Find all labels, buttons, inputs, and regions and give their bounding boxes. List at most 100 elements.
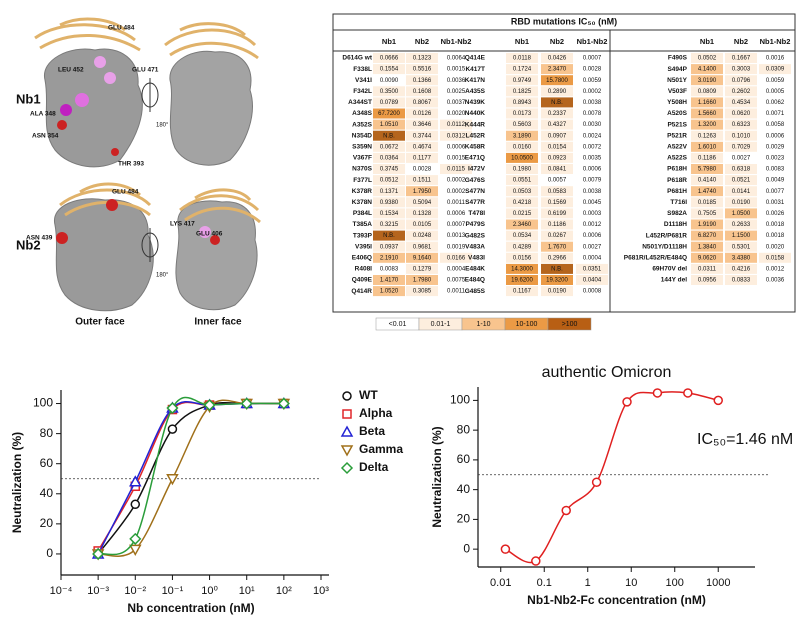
- cell-bg: [576, 241, 608, 252]
- structure-art: [34, 17, 261, 312]
- cell-value: 2.3460: [513, 222, 532, 228]
- cell-value: 0.0166: [447, 255, 466, 261]
- cell-value: 0.0502: [698, 56, 717, 62]
- cell-value: 0.4289: [513, 244, 532, 250]
- cell-value: 0.0013: [447, 233, 466, 239]
- row-label: Q409E: [352, 277, 373, 284]
- cell-bg: [440, 230, 472, 241]
- cell-bg: [506, 263, 538, 274]
- cell-bg: [406, 263, 438, 274]
- cell-bg: [691, 119, 723, 130]
- row-label: P521R: [667, 132, 687, 139]
- cell-value: 0.0672: [380, 144, 399, 150]
- row-label: A352S: [352, 121, 373, 128]
- cell-value: 0.0126: [413, 111, 432, 117]
- cell-value: 3.4380: [732, 255, 751, 261]
- cell-bg: [541, 230, 573, 241]
- cell-value: 1.4740: [698, 189, 717, 195]
- cell-value: 0.1177: [413, 155, 432, 161]
- cell-bg: [759, 219, 791, 230]
- cell-bg: [406, 275, 438, 285]
- cell-bg: [691, 186, 723, 197]
- cell-value: 0.4140: [698, 178, 717, 184]
- row-label: A520S: [667, 110, 688, 117]
- cell-value: 0.7029: [732, 144, 751, 150]
- cell-value: 0.4216: [732, 266, 751, 272]
- row-label: K378R: [352, 188, 373, 195]
- cell-value: 0.0105: [413, 222, 432, 228]
- cell-value: 19.6200: [511, 278, 533, 284]
- cell-bg: [373, 186, 405, 197]
- cell-value: 0.0512: [380, 178, 399, 184]
- cell-bg: [541, 208, 573, 219]
- cell-value: 0.1323: [413, 56, 432, 62]
- cell-value: 0.2602: [732, 89, 751, 95]
- column-header: Nb1-Nb2: [577, 37, 608, 46]
- cell-bg: [576, 164, 608, 174]
- fit-curve: [505, 391, 719, 564]
- cell-value: 67.7200: [378, 111, 400, 117]
- row-label: A348S: [352, 110, 373, 117]
- cell-value: 0.0027: [732, 155, 751, 161]
- row-label: G485S: [465, 288, 486, 295]
- cell-bg: [576, 141, 608, 152]
- row-label: V483I: [468, 255, 485, 262]
- row-label: L452R/P681R: [646, 232, 687, 239]
- cell-bg: [373, 230, 405, 241]
- column-header: Nb1-Nb2: [441, 37, 472, 46]
- cell-bg: [576, 130, 608, 141]
- cell-bg: [691, 219, 723, 230]
- row-label: V503F: [668, 88, 687, 95]
- cell-bg: [541, 53, 573, 63]
- column-header: Nb1-Nb2: [760, 37, 791, 46]
- cell-bg: [576, 175, 608, 186]
- cell-bg: [576, 219, 608, 230]
- data-point: [622, 397, 632, 407]
- cell-value: 0.5603: [513, 122, 532, 128]
- cell-bg: [406, 175, 438, 186]
- cell-bg: [440, 152, 472, 163]
- cell-bg: [440, 64, 472, 75]
- cell-bg: [576, 286, 608, 297]
- y-axis-label: Neutralization (%): [430, 426, 444, 527]
- row-label: K417N: [465, 77, 486, 84]
- cell-bg: [576, 64, 608, 75]
- cell-bg: [506, 130, 538, 141]
- cell-value: 0.0551: [513, 178, 532, 184]
- cell-bg: [373, 152, 405, 163]
- cell-bg: [759, 97, 791, 108]
- cell-value: 0.0006: [583, 167, 602, 173]
- row-label: V367F: [353, 155, 372, 162]
- fit-curve: [97, 400, 284, 555]
- legend-label: Gamma: [359, 442, 403, 456]
- cell-bg: [406, 241, 438, 252]
- cell-value: 0.0312: [447, 133, 466, 139]
- cell-bg: [541, 141, 573, 152]
- cell-value: 0.0037: [447, 100, 466, 106]
- cell-value: 0.0002: [447, 178, 466, 184]
- cell-value: 0.1279: [413, 266, 432, 272]
- cell-bg: [506, 152, 538, 163]
- cell-bg: [725, 186, 757, 197]
- x-tick-label: 100: [666, 577, 684, 589]
- x-tick-label: 10⁻⁴: [50, 585, 73, 597]
- cell-bg: [759, 64, 791, 75]
- data-point: [167, 424, 178, 434]
- residue-label: ALA 348: [30, 111, 56, 118]
- cell-bg: [440, 175, 472, 186]
- row-label: F377L: [353, 177, 372, 184]
- cell-bg: [576, 230, 608, 241]
- cell-value: 0.4674: [413, 144, 432, 150]
- cell-value: 0.0426: [548, 56, 567, 62]
- cell-bg: [506, 97, 538, 108]
- cell-bg: [373, 241, 405, 252]
- fit-curve: [98, 399, 284, 557]
- cell-value: 0.4327: [548, 122, 567, 128]
- cell-bg: [506, 108, 538, 119]
- cell-value: 0.0036: [766, 278, 785, 284]
- y-tick-label: 40: [40, 486, 54, 500]
- cell-value: 9.0620: [698, 255, 717, 261]
- cell-value: 0.0666: [380, 56, 399, 62]
- cell-value: 0.0160: [513, 144, 532, 150]
- cell-bg: [373, 275, 405, 285]
